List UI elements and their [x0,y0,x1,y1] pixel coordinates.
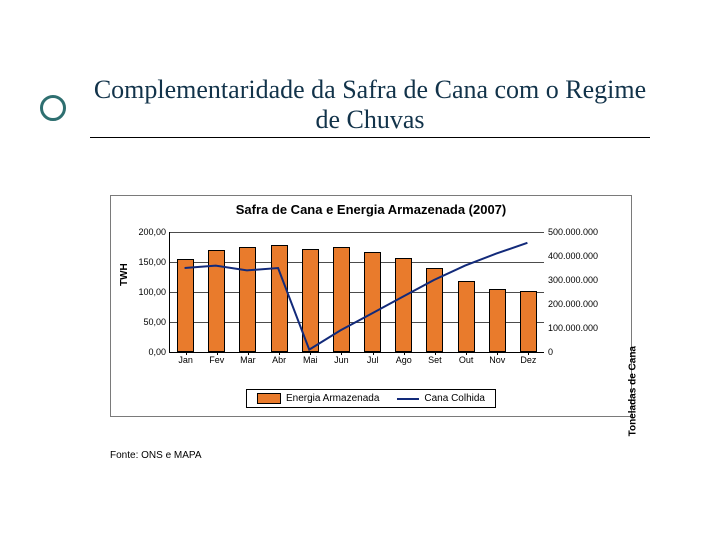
y-right-tick: 0 [544,347,553,357]
x-tick: Nov [489,352,505,365]
y-left-tick: 50,00 [143,317,170,327]
x-tick: Out [459,352,474,365]
x-tick: Fev [209,352,224,365]
y-right-tick: 100.000.000 [544,323,598,333]
source-text: Fonte: ONS e MAPA [110,450,202,461]
plot-area: 0,0050,00100,00150,00200,000100.000.0002… [169,232,543,352]
y-right-label: Toneladas de Cana [627,346,638,436]
y-right-tick: 300.000.000 [544,275,598,285]
x-tick: Set [428,352,442,365]
x-tick: Jul [367,352,379,365]
legend-label-line: Cana Colhida [424,393,485,404]
x-tick: Jan [178,352,193,365]
y-left-label: TWH [119,263,130,286]
bullet-ornament [40,95,66,121]
slide: Complementaridade da Safra de Cana com o… [0,0,720,540]
y-left-tick: 100,00 [138,287,170,297]
y-left-tick: 150,00 [138,257,170,267]
x-tick: Ago [396,352,412,365]
line-series [169,232,543,352]
swatch-line-icon [397,398,419,400]
slide-title: Complementaridade da Safra de Cana com o… [90,75,650,138]
y-left-tick: 0,00 [148,347,170,357]
legend-label-bars: Energia Armazenada [286,393,379,404]
x-tick: Dez [520,352,536,365]
x-tick: Jun [334,352,349,365]
x-tick: Abr [272,352,286,365]
x-tick: Mai [303,352,318,365]
legend-item-line: Cana Colhida [397,393,485,404]
legend-item-bars: Energia Armazenada [257,393,379,404]
swatch-bar-icon [257,393,281,404]
x-tick: Mar [240,352,256,365]
y-right-tick: 500.000.000 [544,227,598,237]
y-right-tick: 200.000.000 [544,299,598,309]
y-right-tick: 400.000.000 [544,251,598,261]
chart-container: Safra de Cana e Energia Armazenada (2007… [110,195,632,417]
y-left-tick: 200,00 [138,227,170,237]
legend: Energia Armazenada Cana Colhida [246,389,496,408]
chart-title: Safra de Cana e Energia Armazenada (2007… [111,196,631,219]
